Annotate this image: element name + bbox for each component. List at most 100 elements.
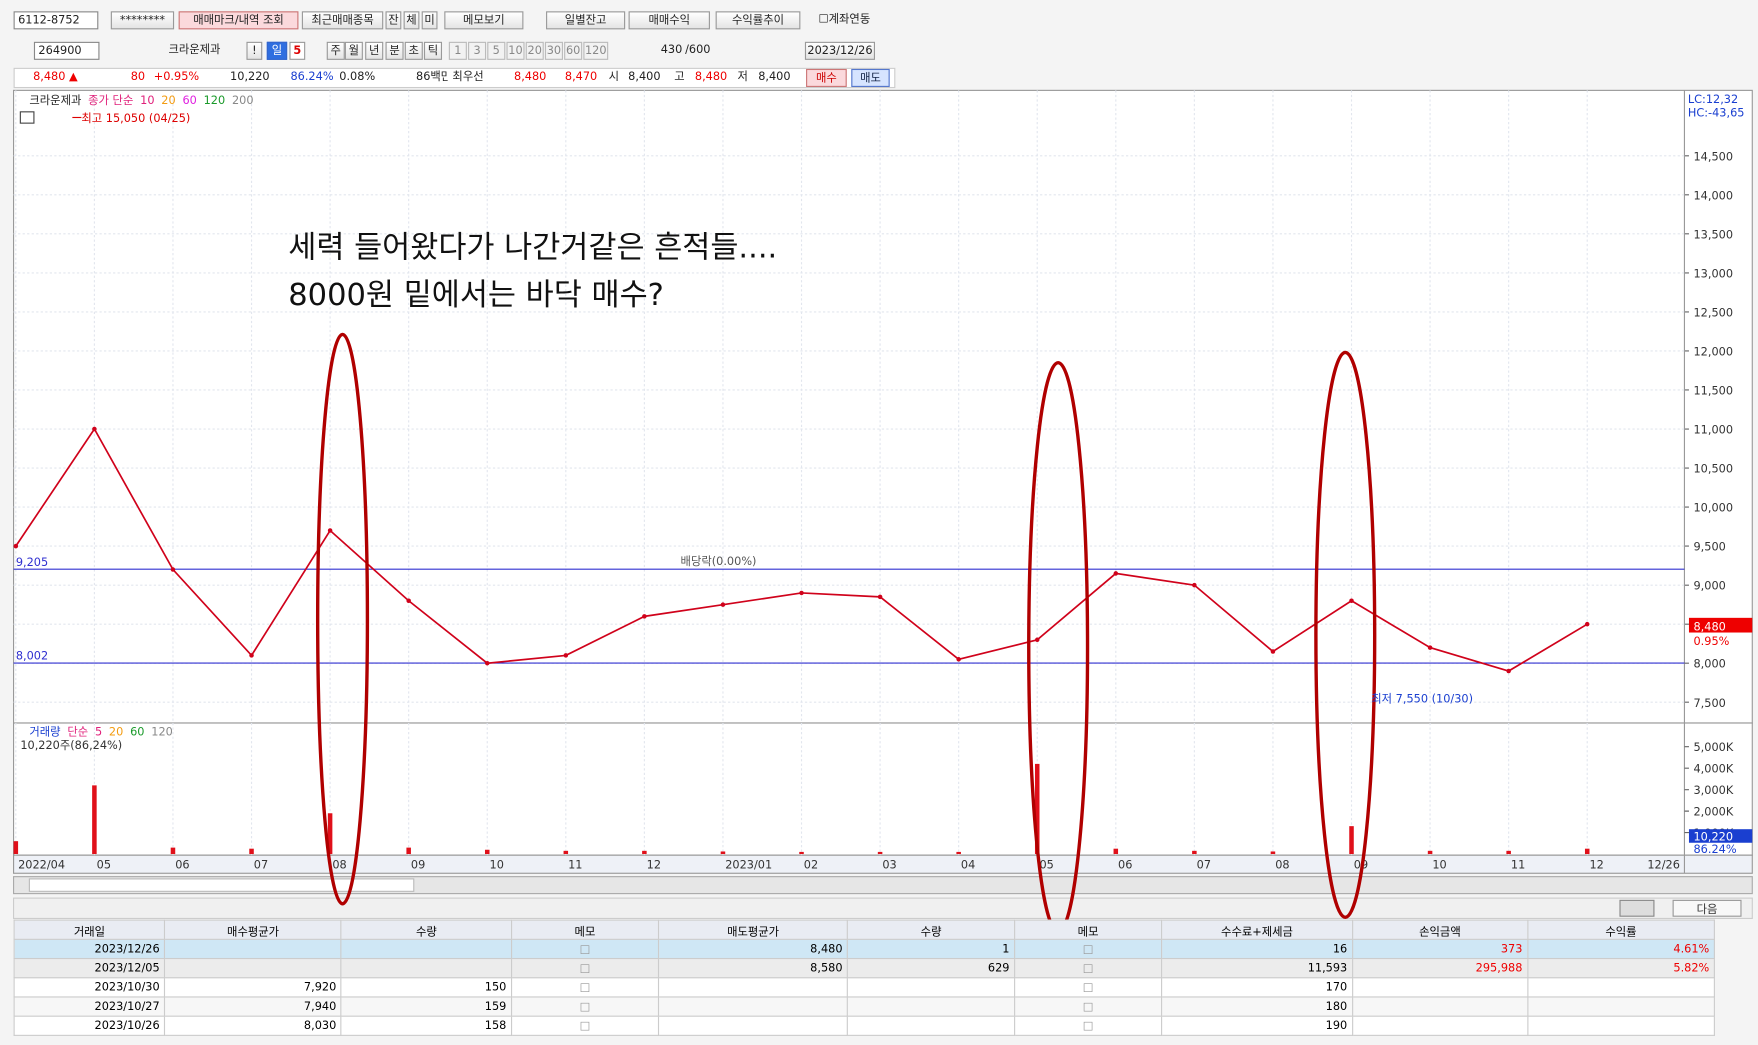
x-tick-label: 07 (1197, 859, 1211, 872)
table-cell: 170 (1161, 977, 1353, 998)
column-header: 수익률 (1526, 919, 1715, 940)
toolbar-item[interactable]: 일별잔고 (546, 11, 626, 30)
toolbar-item[interactable]: 1 (448, 41, 467, 60)
table-cell: 150 (340, 977, 512, 998)
table-row[interactable]: 2023/10/26 8,030 158 □ □ 190 (13, 1015, 1715, 1036)
legend-entry: 200 (232, 94, 254, 107)
toolbar-item[interactable]: 매매수익 (628, 11, 710, 30)
toolbar-item: 크라운제과 (168, 44, 221, 57)
table-row[interactable]: 2023/10/27 7,940 159 □ □ 180 (13, 996, 1715, 1017)
volume-bar (563, 850, 569, 855)
toolbar-item: 최우선 (452, 71, 484, 84)
memo-icon[interactable]: □ (1082, 1019, 1094, 1032)
toolbar-item[interactable]: 미 (421, 11, 438, 30)
toolbar-item[interactable]: 매매마크/내역 조회 (178, 11, 299, 30)
toolbar-item[interactable]: 메모보기 (444, 11, 524, 30)
toolbar-item[interactable]: 5 (487, 41, 506, 60)
x-tick-label: 08 (332, 859, 346, 872)
date-axis (13, 854, 1753, 874)
toolbar-item: 8,480 ▲ (33, 71, 78, 84)
toolbar-item: 430 (660, 44, 683, 57)
table-row[interactable]: 2023/12/05 □ 8,580 629 □ 11,593 295,988 5.82% (13, 957, 1715, 979)
y-tick-label: 9,500 (1693, 541, 1725, 554)
table-row[interactable]: 2023/10/30 7,920 150 □ □ 170 (13, 977, 1715, 998)
toolbar-item[interactable]: 년 (365, 41, 384, 60)
hc-label: HC:-43,65 (1688, 106, 1745, 119)
price-point (1506, 668, 1511, 674)
price-point (720, 602, 726, 607)
column-header: 손익금액 (1351, 919, 1529, 940)
x-tick-label: 07 (254, 859, 268, 872)
toolbar-item: 저 (737, 71, 748, 84)
table-row[interactable]: 2023/12/26 □ 8,480 1 □ 16 373 4.61% (13, 938, 1715, 960)
settings-button[interactable] (1619, 899, 1655, 917)
toolbar-item[interactable]: 잔 (385, 11, 402, 30)
table-cell: 5.82% (1526, 957, 1715, 979)
toolbar-item[interactable]: 120 (583, 41, 609, 60)
toolbar-item[interactable]: ☐계좌연동 (818, 13, 871, 26)
table-cell: 1 (847, 938, 1016, 960)
toolbar-item: /600 (685, 44, 710, 57)
toolbar-item[interactable]: 30 (544, 41, 563, 60)
toolbar-item[interactable]: 틱 (423, 41, 443, 60)
next-button-label[interactable]: 다음 (1697, 903, 1718, 916)
toolbar-item[interactable]: 2023/12/26 (804, 41, 876, 60)
toolbar-item[interactable]: 6112-8752 (13, 11, 99, 30)
table-cell: 373 (1351, 938, 1529, 960)
table-cell: 629 (847, 957, 1016, 979)
toolbar-item[interactable]: 최근매매종목 (301, 11, 384, 30)
y-tick-label: 12,500 (1693, 306, 1733, 319)
memo-icon[interactable]: □ (579, 1019, 591, 1032)
legend-entry: 크라운제과 (29, 94, 81, 107)
table-icon[interactable] (19, 111, 35, 124)
toolbar-item[interactable]: ! (246, 41, 263, 60)
volume-bar (92, 785, 97, 855)
toolbar-item[interactable]: 264900 (33, 41, 100, 60)
memo-icon[interactable]: □ (579, 942, 591, 956)
toolbar-item: +0.95% (153, 71, 199, 84)
toolbar-item[interactable]: 일 (266, 41, 288, 60)
x-tick-label: 05 (97, 859, 111, 872)
scrollbar[interactable] (13, 876, 1753, 895)
column-header: 수량 (340, 919, 512, 940)
memo-icon[interactable]: □ (579, 1000, 591, 1013)
next-button[interactable] (1672, 899, 1742, 917)
column-header: 메모 (510, 919, 660, 940)
toolbar-item[interactable]: 분 (385, 41, 404, 60)
toolbar-item[interactable]: 수익률추이 (715, 11, 801, 30)
scroll-thumb[interactable] (28, 878, 415, 892)
y-tick-label: 10,500 (1693, 463, 1733, 476)
toolbar-item[interactable]: 주 (326, 41, 345, 60)
toolbar-item[interactable]: 60 (564, 41, 583, 60)
y-tick-label: 9,000 (1693, 580, 1725, 593)
table-cell: □ (510, 977, 660, 998)
memo-icon[interactable]: □ (1082, 981, 1094, 994)
toolbar-item[interactable]: 10 (506, 41, 525, 60)
toolbar-item[interactable]: 체 (403, 11, 420, 30)
toolbar-item[interactable]: 월 (344, 41, 363, 60)
toolbar-item[interactable]: 5 (289, 41, 306, 60)
table-cell (1526, 996, 1715, 1017)
y-tick-label: 13,000 (1693, 267, 1733, 280)
y-tick-label: 13,500 (1693, 228, 1733, 241)
table-cell (164, 957, 342, 979)
toolbar-item[interactable]: 초 (404, 41, 423, 60)
legend-entry: 120 (204, 94, 226, 107)
table-cell (657, 996, 849, 1017)
last-price-label: 8,480 (1693, 620, 1725, 633)
toolbar-item[interactable]: 20 (525, 41, 544, 60)
memo-icon[interactable]: □ (579, 981, 591, 994)
toolbar-item[interactable]: 매도 (851, 68, 890, 87)
memo-icon[interactable]: □ (1082, 1000, 1094, 1013)
toolbar-item[interactable]: 3 (468, 41, 487, 60)
toolbar-item[interactable]: 매수 (806, 68, 847, 87)
memo-icon[interactable]: □ (579, 961, 591, 975)
legend-entry: 종가 단순 (88, 94, 133, 107)
memo-icon[interactable]: □ (1082, 961, 1094, 975)
memo-icon[interactable]: □ (1082, 942, 1094, 956)
toolbar-item[interactable]: ******** (110, 11, 175, 30)
toolbar-item: 8,480 (514, 71, 547, 84)
